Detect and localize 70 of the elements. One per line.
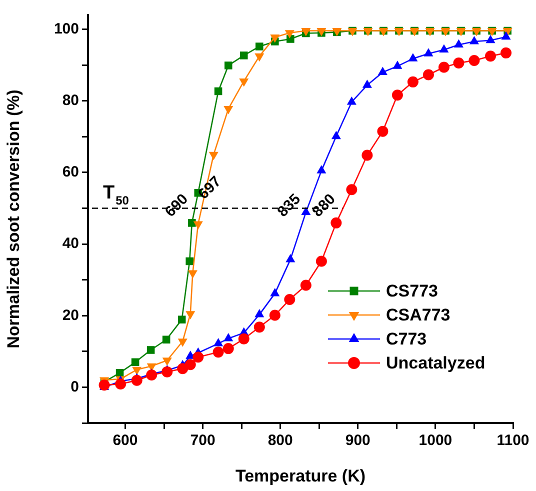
- point: [254, 53, 264, 62]
- y-tick-label: 80: [62, 92, 79, 110]
- y-tick-label: 60: [62, 164, 79, 181]
- legend-label: CSA773: [386, 306, 450, 325]
- point: [212, 346, 224, 358]
- point: [256, 42, 264, 50]
- y-tick-label: 100: [54, 20, 79, 38]
- point: [115, 378, 126, 390]
- point: [284, 30, 294, 38]
- point: [224, 106, 234, 114]
- point: [131, 374, 142, 386]
- point: [178, 316, 186, 324]
- point: [453, 57, 464, 68]
- point: [284, 294, 296, 306]
- point: [224, 333, 234, 342]
- legend-label: CS773: [386, 282, 438, 301]
- x-tick-label: 1100: [496, 432, 530, 450]
- point: [192, 352, 204, 363]
- point: [239, 78, 249, 87]
- annotation: 835: [274, 190, 304, 220]
- point: [286, 254, 296, 262]
- point: [238, 333, 250, 344]
- annotation: 690: [162, 190, 192, 220]
- x-tick-label: 800: [268, 432, 293, 450]
- x-axis-title: Temperature (K): [235, 466, 366, 486]
- point: [270, 288, 280, 296]
- point: [330, 217, 342, 228]
- point: [193, 221, 203, 230]
- point: [188, 219, 196, 227]
- point: [362, 150, 373, 161]
- point: [214, 338, 224, 346]
- point: [186, 257, 194, 266]
- point: [392, 90, 403, 101]
- point: [184, 359, 196, 370]
- point: [240, 52, 248, 60]
- point: [254, 322, 265, 333]
- x-tick-label: 700: [190, 432, 216, 450]
- annotation: 697: [194, 172, 225, 203]
- y-tick-label: 40: [62, 235, 79, 252]
- point: [422, 69, 434, 80]
- legend-label: C773: [386, 330, 427, 349]
- point: [224, 62, 232, 70]
- point: [468, 54, 480, 66]
- point: [131, 358, 140, 366]
- y-tick-label: 0: [70, 378, 79, 396]
- y-tick-label: 20: [62, 306, 79, 324]
- point: [500, 47, 512, 58]
- annotation: 880: [309, 190, 339, 220]
- point: [162, 366, 173, 378]
- point: [214, 87, 222, 96]
- point: [300, 280, 312, 291]
- point: [146, 370, 158, 381]
- point: [162, 336, 170, 344]
- point: [270, 34, 280, 43]
- point: [208, 152, 218, 160]
- point: [316, 256, 327, 267]
- point: [222, 343, 234, 354]
- x-tick-label: 1000: [418, 432, 452, 450]
- point: [377, 126, 388, 137]
- x-tick-label: 600: [112, 432, 138, 450]
- x-tick-label: 900: [345, 432, 370, 450]
- legend-label: Uncatalyzed: [386, 354, 486, 373]
- point: [146, 346, 155, 354]
- point: [269, 310, 280, 321]
- point: [407, 76, 418, 88]
- point: [254, 309, 264, 318]
- point: [346, 184, 358, 196]
- point: [485, 50, 496, 62]
- y-axis-title: Normalized soot conversion (%): [4, 90, 23, 348]
- point: [438, 62, 450, 73]
